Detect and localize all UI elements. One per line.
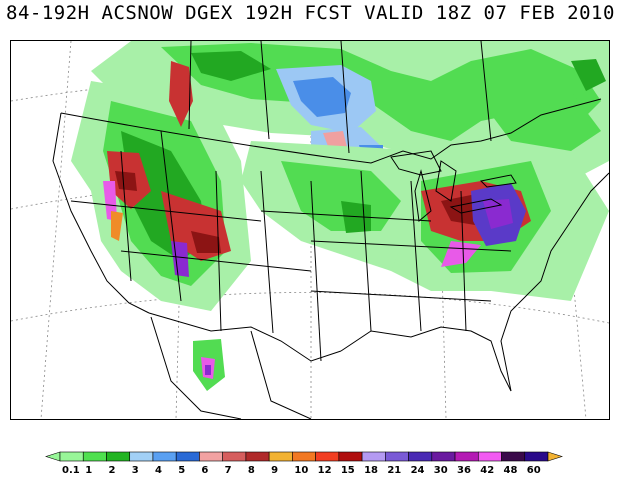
legend-tick-label: 24 xyxy=(411,465,425,476)
legend-swatch xyxy=(152,451,177,462)
legend-swatch xyxy=(408,451,433,462)
legend-swatch xyxy=(268,451,293,462)
legend-tick-label: 5 xyxy=(178,465,185,476)
legend-bar: 0.1 1 2 3 4 5 6 7 8 9 10 12 15 18 21 24 30 36 42 48 60 xyxy=(45,451,563,476)
legend-tick-label: 36 xyxy=(457,465,471,476)
legend-swatch xyxy=(361,451,386,462)
legend-swatch xyxy=(315,451,340,462)
map-canvas xyxy=(11,41,609,419)
legend-swatch xyxy=(199,451,223,462)
snow-region xyxy=(483,199,513,229)
legend-tick-label: 7 xyxy=(225,465,232,476)
map-title: 84-192H ACSNOW DGEX 192H FCST VALID 18Z … xyxy=(6,2,615,24)
legend-tick-label: 30 xyxy=(434,465,448,476)
legend-tick-label: 12 xyxy=(318,465,332,476)
legend-swatch xyxy=(501,451,526,462)
legend-swatch xyxy=(292,451,316,462)
legend-tick-label: 9 xyxy=(271,465,278,476)
snow-region xyxy=(191,51,271,81)
snow-region xyxy=(571,59,606,91)
snow-region xyxy=(323,131,347,149)
snow-region xyxy=(481,91,601,151)
snow-region xyxy=(169,61,193,127)
legend-swatch xyxy=(454,451,479,462)
snow-region xyxy=(191,231,221,253)
legend-tick-label: 21 xyxy=(387,465,401,476)
legend-ticks: 0.1 1 2 3 4 5 6 7 8 9 10 12 15 18 21 24 30 36 42 48 60 xyxy=(62,465,541,476)
legend-swatch xyxy=(222,451,247,462)
legend-swatch xyxy=(385,451,409,462)
snowfall-shading xyxy=(71,41,609,391)
snow-region xyxy=(293,77,351,117)
legend-tick-label: 15 xyxy=(341,465,355,476)
legend-tick-label: 10 xyxy=(294,465,308,476)
boundaries xyxy=(52,41,609,419)
legend-swatch xyxy=(477,451,502,462)
legend-swatch xyxy=(106,451,131,462)
snow-region xyxy=(115,171,137,191)
legend-swatch xyxy=(524,451,549,462)
snow-region xyxy=(111,211,123,241)
legend-tick-label: 3 xyxy=(132,465,139,476)
legend-tick-label: 1 xyxy=(85,465,92,476)
legend-tick-label: 6 xyxy=(201,465,208,476)
snowfall-map xyxy=(10,40,610,420)
color-legend: 0.1 1 2 3 4 5 6 7 8 9 10 12 15 18 21 24 30 36 42 48 60 xyxy=(0,446,618,486)
legend-tick-label: 0.1 xyxy=(62,465,80,476)
legend-swatch xyxy=(245,451,270,462)
snow-region xyxy=(161,43,601,141)
legend-arrow-high xyxy=(547,451,563,462)
legend-tick-label: 42 xyxy=(480,465,494,476)
legend-tick-label: 48 xyxy=(504,465,518,476)
legend-swatch xyxy=(82,451,107,462)
snow-region xyxy=(103,181,117,221)
legend-arrow-low xyxy=(45,451,61,462)
legend-tick-label: 8 xyxy=(248,465,255,476)
snow-region xyxy=(205,365,211,375)
legend-tick-label: 2 xyxy=(108,465,115,476)
legend-swatch xyxy=(129,451,154,462)
legend-tick-label: 60 xyxy=(527,465,541,476)
legend-swatch xyxy=(175,451,200,462)
legend-swatches xyxy=(45,451,563,462)
legend-tick-label: 4 xyxy=(155,465,162,476)
legend-tick-label: 18 xyxy=(364,465,378,476)
legend-swatch xyxy=(338,451,363,462)
legend-swatch xyxy=(431,451,456,462)
legend-swatch xyxy=(59,451,84,462)
